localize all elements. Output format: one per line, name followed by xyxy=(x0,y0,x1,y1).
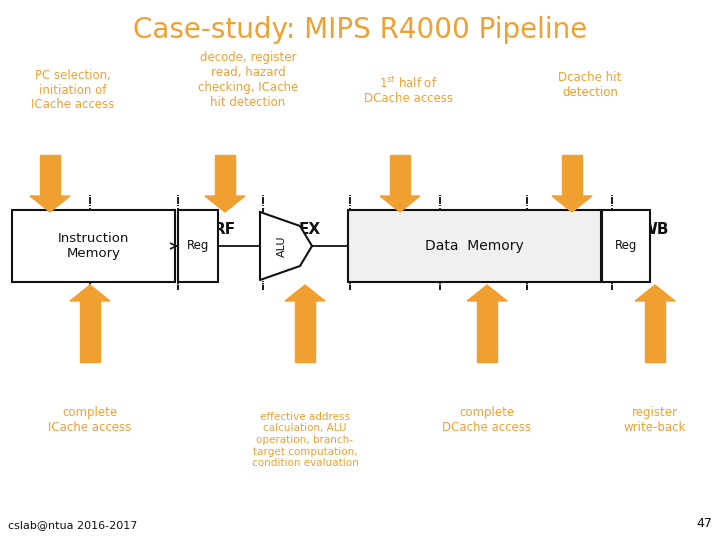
Polygon shape xyxy=(215,155,235,196)
Polygon shape xyxy=(285,285,325,301)
Polygon shape xyxy=(205,196,245,212)
Text: DS: DS xyxy=(475,222,499,238)
Text: IF: IF xyxy=(42,222,58,238)
Text: register
write-back: register write-back xyxy=(624,406,686,434)
Text: complete
ICache access: complete ICache access xyxy=(48,406,132,434)
Bar xyxy=(178,210,218,282)
Polygon shape xyxy=(635,285,675,301)
Text: EX: EX xyxy=(299,222,321,238)
Bar xyxy=(12,210,175,282)
Polygon shape xyxy=(80,301,100,362)
Text: effective address
calculation, ALU
operation, branch-
target computation,
condit: effective address calculation, ALU opera… xyxy=(251,412,359,468)
Text: Instruction
Memory: Instruction Memory xyxy=(58,232,129,260)
Text: IS: IS xyxy=(127,222,143,238)
Text: 1$^{st}$ half of
DCache access: 1$^{st}$ half of DCache access xyxy=(364,75,452,105)
Text: TC: TC xyxy=(561,222,582,238)
Text: Data  Memory: Data Memory xyxy=(425,239,524,253)
Text: 47: 47 xyxy=(696,517,712,530)
Polygon shape xyxy=(380,196,420,212)
Polygon shape xyxy=(562,155,582,196)
Text: Dcache hit
detection: Dcache hit detection xyxy=(559,71,621,99)
Bar xyxy=(602,210,650,282)
Polygon shape xyxy=(30,196,70,212)
Bar xyxy=(348,210,601,282)
Polygon shape xyxy=(70,285,110,301)
Text: PC selection,
initiation of
ICache access: PC selection, initiation of ICache acces… xyxy=(32,69,114,111)
Text: decode, register
read, hazard
checking, ICache
hit detection: decode, register read, hazard checking, … xyxy=(198,51,298,109)
Text: Case-study: MIPS R4000 Pipeline: Case-study: MIPS R4000 Pipeline xyxy=(133,16,587,44)
Polygon shape xyxy=(645,301,665,362)
Polygon shape xyxy=(552,196,592,212)
Text: ALU: ALU xyxy=(277,235,287,256)
Text: Reg: Reg xyxy=(615,240,637,253)
Text: RF: RF xyxy=(214,222,236,238)
Text: cslab@ntua 2016-2017: cslab@ntua 2016-2017 xyxy=(8,520,138,530)
Text: DF: DF xyxy=(389,222,412,238)
Polygon shape xyxy=(40,155,60,196)
Text: complete
DCache access: complete DCache access xyxy=(443,406,531,434)
Polygon shape xyxy=(295,301,315,362)
Polygon shape xyxy=(477,301,497,362)
Polygon shape xyxy=(467,285,507,301)
Polygon shape xyxy=(260,212,312,280)
Text: WB: WB xyxy=(641,222,670,238)
Polygon shape xyxy=(390,155,410,196)
Text: Reg: Reg xyxy=(186,240,210,253)
